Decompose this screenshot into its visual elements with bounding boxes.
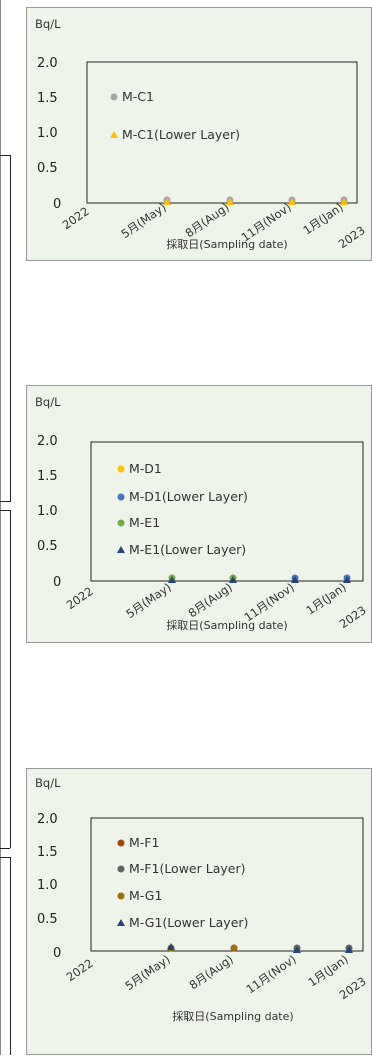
x-category-label: 11月(Nov) <box>244 952 299 996</box>
legend-marker-circle <box>117 465 125 473</box>
x-category-label: 5月(May) <box>118 200 168 241</box>
data-point-triangle <box>343 576 351 583</box>
legend-label: M-G1(Lower Layer) <box>129 915 248 930</box>
x-category-label: 8月(Aug) <box>186 580 235 620</box>
data-point-triangle <box>293 946 301 953</box>
plot-area-frame <box>86 61 358 204</box>
x-category-label: 2023 <box>336 223 368 251</box>
x-category-label: 2022 <box>64 956 96 984</box>
left-frame-tick <box>0 501 10 502</box>
legend-marker-circle <box>117 839 125 847</box>
legend-label: M-C1(Lower Layer) <box>122 127 240 142</box>
y-tick-label: 2.0 <box>37 812 58 827</box>
legend-marker-circle <box>110 93 118 101</box>
x-category-label: 2023 <box>337 603 369 631</box>
x-category-label: 1月(Jan) <box>303 580 348 618</box>
data-point-triangle <box>291 576 299 583</box>
y-unit-label: Bq/L <box>35 17 61 31</box>
left-frame-tick <box>0 155 10 156</box>
y-tick-label: 1.5 <box>37 91 58 106</box>
legend-label: M-D1(Lower Layer) <box>129 489 248 504</box>
data-point-triangle <box>345 946 353 953</box>
x-category-label: 8月(Aug) <box>187 952 236 992</box>
x-category-label: 2022 <box>60 204 92 232</box>
y-tick-label: 0 <box>53 575 61 590</box>
x-category-label: 1月(Jan) <box>305 952 350 990</box>
chart-panel-2: Bq/L 2.0 1.5 1.0 0.5 0 M-D1 M-D1(Lower L… <box>26 385 372 643</box>
plot-area-frame <box>90 441 364 582</box>
left-frame-line <box>10 857 11 1055</box>
legend-marker-triangle <box>110 131 118 138</box>
x-category-label: 2023 <box>337 974 369 1002</box>
legend-marker-circle <box>117 892 125 900</box>
data-point-triangle <box>340 198 348 205</box>
y-tick-label: 1.0 <box>37 878 58 893</box>
y-tick-label: 2.0 <box>37 56 58 71</box>
data-point-triangle <box>168 576 176 583</box>
legend-label: M-F1 <box>129 835 159 850</box>
legend-marker-circle <box>117 519 125 527</box>
left-frame-tick <box>0 848 10 849</box>
left-frame-line <box>10 155 11 502</box>
data-point-triangle <box>163 198 171 205</box>
x-category-label: 8月(Aug) <box>183 200 232 240</box>
y-tick-label: 1.0 <box>37 504 58 519</box>
plot-area-frame <box>90 817 364 952</box>
x-axis-title: 採取日(Sampling date) <box>166 237 287 251</box>
data-point-triangle <box>226 198 234 205</box>
legend-label: M-F1(Lower Layer) <box>129 861 245 876</box>
y-tick-label: 1.0 <box>37 126 58 141</box>
y-tick-label: 1.5 <box>37 469 58 484</box>
x-category-label: 1月(Jan) <box>300 200 345 238</box>
y-tick-label: 2.0 <box>37 434 58 449</box>
x-category-label: 11月(Nov) <box>242 580 297 624</box>
legend-label: M-E1(Lower Layer) <box>129 542 246 557</box>
chart-svg: Bq/L 2.0 1.5 1.0 0.5 0 M-D1 M-D1(Lower L… <box>35 395 369 632</box>
y-unit-label: Bq/L <box>35 776 61 790</box>
y-tick-label: 0.5 <box>37 912 58 927</box>
y-tick-label: 0 <box>53 946 61 961</box>
chart-svg: Bq/L 2.0 1.5 1.0 0.5 0 M-F1 M-F1(Lower L… <box>35 776 369 1023</box>
data-point-triangle <box>167 943 175 950</box>
chart-panel-3: Bq/L 2.0 1.5 1.0 0.5 0 M-F1 M-F1(Lower L… <box>26 768 372 1055</box>
chart-panel-1: Bq/L 2.0 1.5 1.0 0.5 0 M-C1 M-C1(Lower L… <box>26 7 372 261</box>
left-border-line <box>0 0 1 1055</box>
data-point-triangle <box>229 576 237 583</box>
left-frame-line <box>10 510 11 848</box>
x-axis-title: 採取日(Sampling date) <box>172 1009 293 1023</box>
legend-label: M-G1 <box>129 888 162 903</box>
data-point-triangle <box>288 198 296 205</box>
data-point <box>231 945 237 951</box>
x-category-label: 2022 <box>64 584 96 612</box>
legend-label: M-C1 <box>122 89 154 104</box>
legend-marker-circle <box>117 865 125 873</box>
y-tick-label: 0 <box>53 197 61 212</box>
x-category-label: 5月(May) <box>122 952 172 993</box>
legend-label: M-D1 <box>129 461 162 476</box>
legend-marker-triangle <box>117 919 125 926</box>
chart-svg: Bq/L 2.0 1.5 1.0 0.5 0 M-C1 M-C1(Lower L… <box>35 17 368 251</box>
y-tick-label: 0.5 <box>37 539 58 554</box>
y-tick-label: 1.5 <box>37 845 58 860</box>
y-unit-label: Bq/L <box>35 395 61 409</box>
legend-marker-circle <box>117 493 125 501</box>
y-tick-label: 0.5 <box>37 161 58 176</box>
x-axis-title: 採取日(Sampling date) <box>166 618 287 632</box>
x-category-label: 5月(May) <box>123 580 173 621</box>
legend-label: M-E1 <box>129 515 160 530</box>
left-frame-tick <box>0 510 10 511</box>
left-frame-tick <box>0 857 10 858</box>
legend-marker-triangle <box>117 546 125 553</box>
